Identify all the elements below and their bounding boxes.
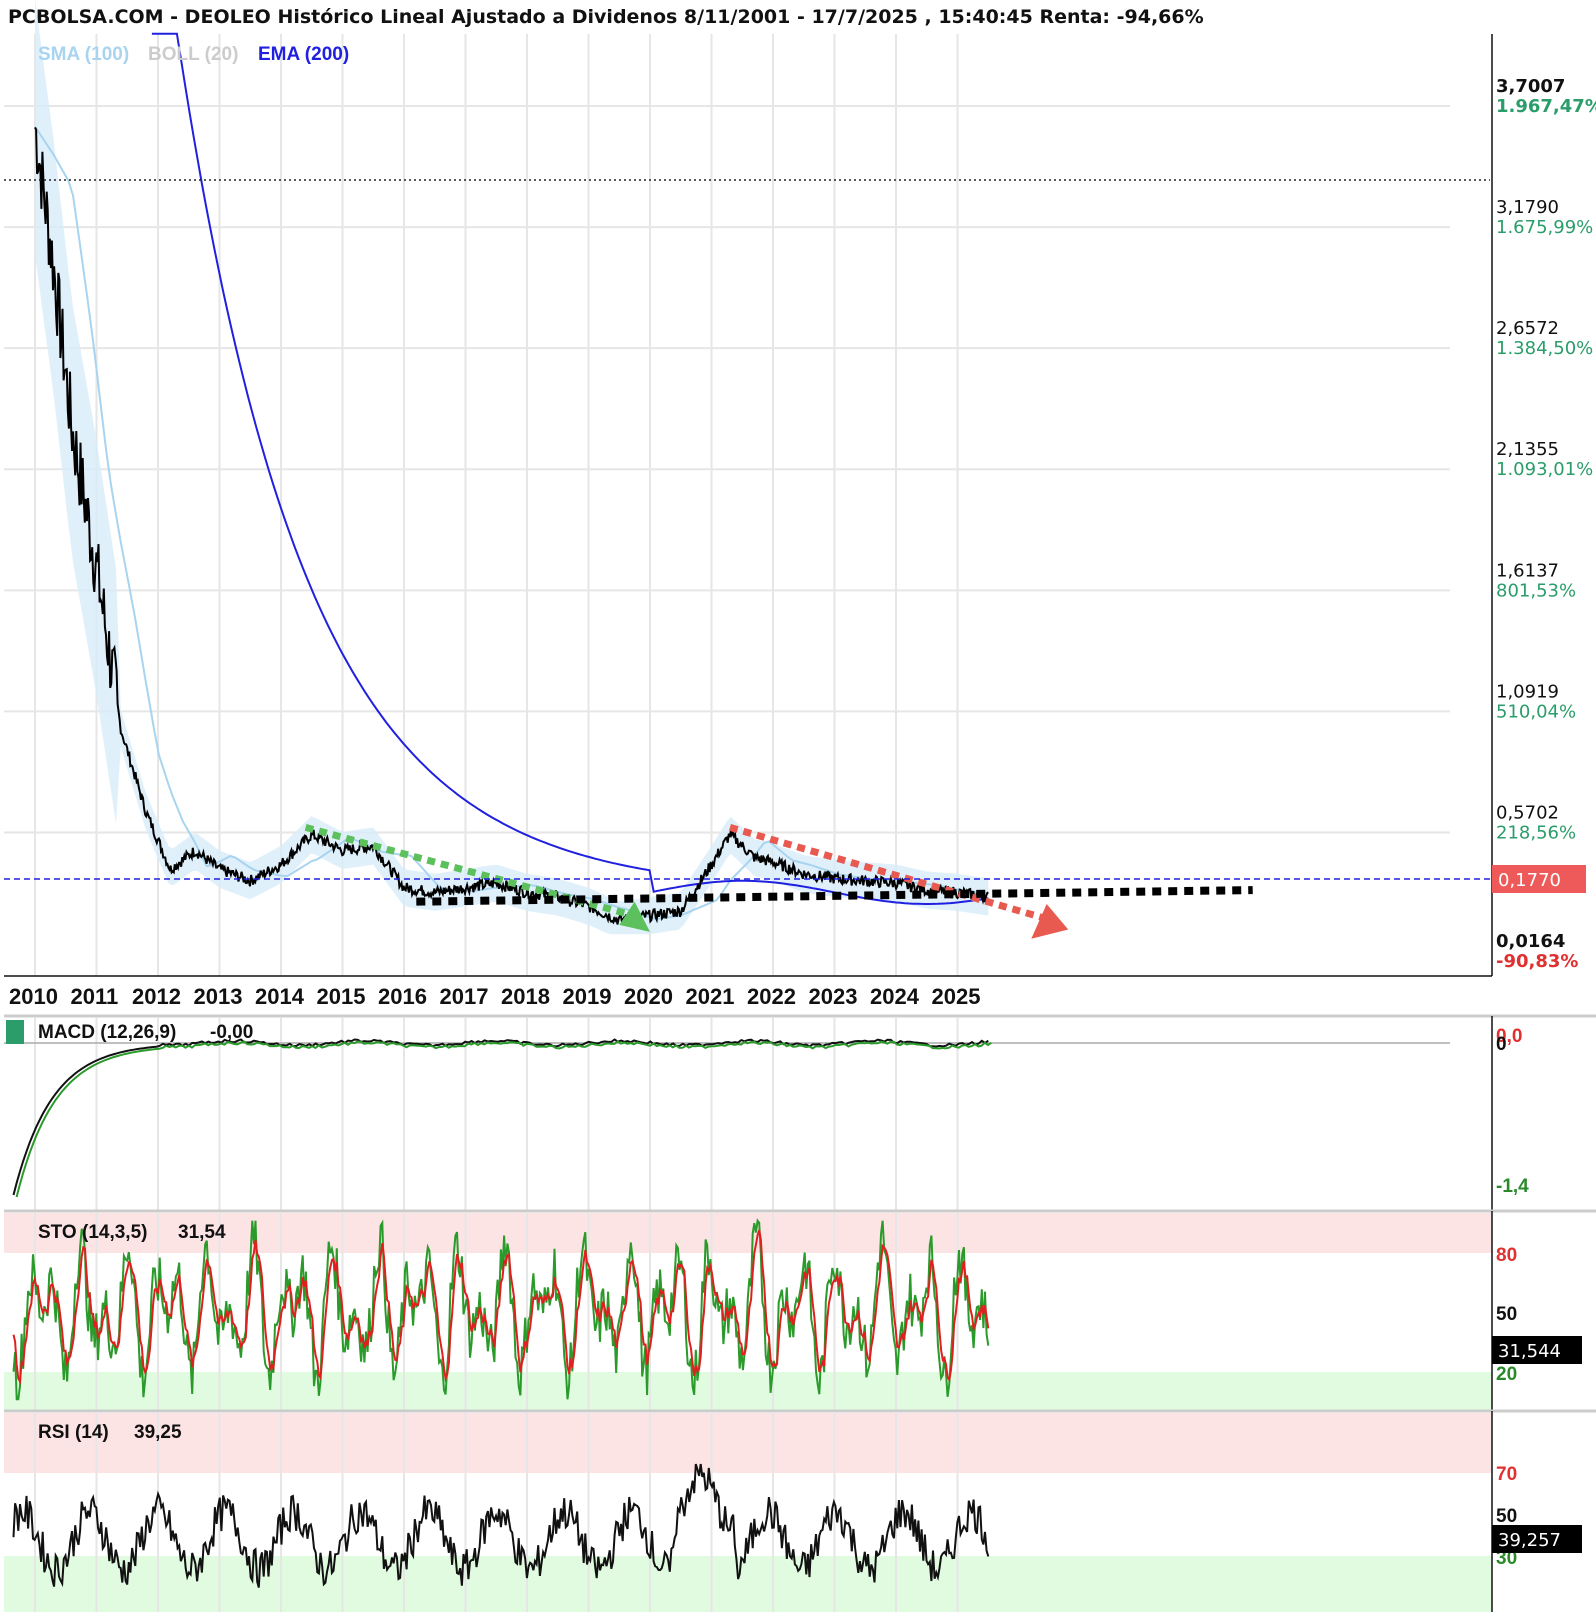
sto-value: 31,54 [178,1222,226,1243]
year-axis: 2010 2011 2012 2013 2014 2015 2016 2017 2018 2019… [9,984,980,1009]
price-tick-1: 3,1790 [1496,197,1559,218]
rsi-value: 39,25 [134,1422,182,1443]
year-label-2019: 2019 [563,984,612,1009]
year-label-2018: 2018 [501,984,550,1009]
year-label-2016: 2016 [378,984,427,1009]
price-tick-4: 1,6137 [1496,560,1559,581]
price-tick-5: 1,0919 [1496,681,1559,702]
rsi-current-badge [1492,1525,1582,1553]
year-label-2015: 2015 [317,984,366,1009]
year-label-2021: 2021 [686,984,735,1009]
rsi-panel: RSI (14) 39,25 70 50 30 39,257 [4,1409,1596,1612]
rsi-line [12,1463,990,1588]
year-label-2024: 2024 [870,984,920,1009]
year-label-2011: 2011 [71,984,119,1009]
macd-histogram-icon [6,1020,24,1044]
price-tick-0: 3,7007 [1496,76,1565,97]
macd-axis-bottom: -1,4 [1496,1176,1529,1197]
rsi-level-50: 50 [1496,1506,1517,1527]
pct-tick-2: 1.384,50% [1496,338,1593,359]
pct-tick-3: 1.093,01% [1496,459,1593,480]
rsi-level-70: 70 [1496,1464,1517,1485]
current-price-label: 0,1770 [1498,870,1561,891]
year-label-2020: 2020 [624,984,673,1009]
pct-tick-7: -90,83% [1496,951,1578,972]
sto-label: STO (14,3,5) [38,1222,147,1243]
sto-level-20: 20 [1496,1364,1517,1385]
rsi-current: 39,257 [1498,1530,1561,1551]
macd-label: MACD (12,26,9) [38,1022,176,1043]
year-label-2013: 2013 [194,984,243,1009]
sto-d-line [12,1229,990,1385]
sto-level-80: 80 [1496,1245,1517,1266]
pct-tick-6: 218,56% [1496,822,1576,843]
ema-legend: EMA (200) [258,44,349,65]
year-label-2014: 2014 [255,984,305,1009]
rsi-label: RSI (14) [38,1422,109,1443]
price-tick-6: 0,5702 [1496,802,1559,823]
pct-tick-4: 801,53% [1496,580,1576,601]
year-label-2022: 2022 [747,984,796,1009]
rsi-level-30: 30 [1496,1548,1517,1569]
sto-level-50: 50 [1496,1304,1517,1325]
pct-tick-5: 510,04% [1496,701,1576,722]
red-triangle-marker [1031,903,1069,939]
macd-signal-line [15,1040,992,1198]
macd-axis-zero: 0 [1496,1034,1507,1055]
sto-panel: STO (14,3,5) 31,54 80 50 20 31,544 [4,1209,1596,1410]
year-label-2017: 2017 [440,984,489,1009]
macd-value: -0,00 [210,1022,253,1043]
price-tick-2: 2,6572 [1496,318,1559,339]
year-label-2010: 2010 [9,984,58,1009]
price-line [34,126,989,926]
downtrend-line-red [728,824,1045,922]
year-label-2025: 2025 [932,984,981,1009]
macd-axis-top: 0,0 [1496,1026,1522,1047]
year-label-2012: 2012 [132,984,181,1009]
sto-current-badge [1492,1336,1582,1364]
main-panel [4,0,1493,977]
sto-current: 31,544 [1498,1341,1561,1362]
boll-legend: BOLL (20) [148,44,238,65]
macd-line [12,1038,989,1196]
chart-title: PCBOLSA.COM - DEOLEO Histórico Lineal Aj… [8,6,1204,28]
pct-tick-0: 1.967,47% [1496,96,1596,117]
current-price-badge [1492,865,1586,893]
pct-tick-1: 1.675,99% [1496,217,1593,238]
green-triangle-marker [619,901,650,932]
sma-legend: SMA (100) [38,44,129,65]
macd-panel: MACD (12,26,9) -0,00 0,0 0 -1,4 [4,1014,1596,1210]
year-label-2023: 2023 [809,984,858,1009]
sto-k-line [12,1218,990,1401]
price-tick-7: 0,0164 [1496,931,1565,952]
price-tick-3: 2,1355 [1496,439,1559,460]
support-line [416,886,1253,906]
